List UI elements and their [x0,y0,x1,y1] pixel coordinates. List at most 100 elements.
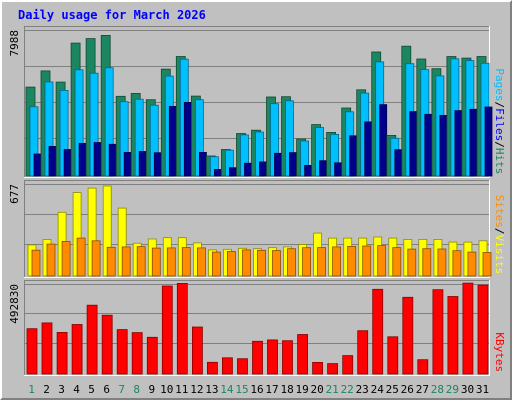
bar-pages-day-28 [439,115,448,177]
bar-sites-day-20 [317,247,327,277]
panel-hits-files-pages: 7988 Pages/Files/Hits [8,26,506,178]
bar-kbytes-day-7 [116,329,128,375]
bar-kbytes-day-29 [447,296,459,375]
legend-kbytes: KBytes [493,332,506,372]
max-value-label: 677 [8,184,21,204]
bar-sites-day-1 [31,249,41,277]
bar-pages-day-9 [153,152,162,177]
bar-pages-day-22 [349,135,358,177]
x-tick-label-day-2: 2 [43,383,50,396]
x-tick-label-day-28: 28 [431,383,444,396]
bar-pages-day-4 [78,142,87,177]
max-value-label: 7988 [8,30,21,57]
bar-kbytes-day-11 [176,282,188,375]
legend-hits: Hits [493,148,506,175]
bar-sites-day-9 [151,247,161,277]
bar-kbytes-day-17 [267,339,278,375]
bar-kbytes-day-21 [327,363,339,375]
x-tick-label-day-21: 21 [326,383,339,396]
bar-sites-day-28 [437,248,447,277]
x-tick-label-day-6: 6 [103,383,110,396]
bar-pages-day-1 [33,153,42,177]
bar-pages-day-14 [228,167,237,177]
bar-sites-day-25 [392,247,402,277]
x-tick-label-day-26: 26 [401,383,414,396]
bar-kbytes-day-6 [101,314,113,375]
x-tick-label-day-13: 13 [205,383,218,396]
x-tick-label-day-20: 20 [310,383,323,396]
max-value-label: 492830 [8,284,21,324]
bar-pages-day-6 [108,143,117,177]
bar-kbytes-day-5 [86,304,98,375]
bar-kbytes-day-9 [146,336,158,375]
bar-pages-day-5 [93,142,102,177]
bar-kbytes-day-20 [312,361,324,375]
x-tick-label-day-15: 15 [235,383,248,396]
bar-pages-day-7 [123,151,132,177]
bar-sites-day-31 [482,252,492,277]
x-tick-label-day-5: 5 [88,383,95,396]
bar-sites-day-26 [407,248,417,277]
bar-sites-day-3 [61,240,71,277]
panel-visits-sites: 677 Sites/Visits [8,180,506,278]
bar-sites-day-8 [136,246,146,277]
x-tick-label-day-4: 4 [73,383,80,396]
bar-kbytes-day-18 [282,340,293,375]
bar-pages-day-31 [484,106,493,177]
bar-sites-day-30 [467,251,477,277]
x-tick-label-day-14: 14 [220,383,234,396]
legend: KBytes [493,332,506,372]
bar-kbytes-day-28 [432,289,444,375]
bar-kbytes-day-14 [221,357,233,375]
legend-files: Files [493,108,506,141]
bar-pages-day-30 [469,108,478,177]
legend: Sites/Visits [493,195,506,274]
bar-sites-day-7 [121,246,131,277]
x-tick-label-day-27: 27 [416,383,429,396]
legend-sites: Sites [493,195,506,228]
bar-sites-day-27 [422,248,432,277]
bar-pages-day-25 [394,149,403,177]
legend-visits: Visits [493,235,506,275]
bar-sites-day-12 [196,247,206,277]
x-tick-label-day-7: 7 [118,383,125,396]
x-tick-label-day-3: 3 [58,383,65,396]
bar-pages-day-15 [244,162,252,177]
bar-sites-day-6 [106,246,116,277]
bar-pages-day-27 [424,113,433,177]
bar-pages-day-24 [379,104,388,177]
bar-sites-day-23 [362,245,372,277]
bar-sites-day-17 [272,250,281,277]
x-tick-label-day-8: 8 [133,383,140,396]
bar-kbytes-day-8 [131,332,143,375]
bar-kbytes-day-12 [191,326,203,375]
bar-sites-day-22 [347,245,357,277]
bar-sites-day-15 [242,249,251,277]
x-tick-label-day-11: 11 [175,383,188,396]
bar-pages-day-17 [274,152,282,177]
bar-pages-day-20 [319,160,328,177]
bar-kbytes-day-23 [357,330,369,375]
bar-sites-day-4 [76,237,86,277]
bar-kbytes-day-27 [417,359,429,375]
bar-pages-day-12 [198,151,207,177]
legend: Pages/Files/Hits [493,68,506,174]
x-tick-label-day-1: 1 [28,383,35,396]
bar-pages-day-13 [213,169,222,177]
bar-pages-day-16 [259,161,267,177]
x-tick-label-day-30: 30 [461,383,474,396]
bar-kbytes-day-15 [237,358,248,375]
bar-pages-day-23 [364,121,373,177]
x-tick-label-day-25: 25 [386,383,399,396]
x-tick-label-day-23: 23 [356,383,369,396]
bar-pages-day-18 [289,152,297,177]
bar-kbytes-day-31 [477,284,489,375]
legend-pages: Pages [493,68,506,101]
bar-sites-day-13 [211,251,221,277]
bar-sites-day-2 [46,243,56,277]
x-tick-label-day-12: 12 [190,383,203,396]
x-tick-label-day-10: 10 [160,383,173,396]
x-tick-label-day-19: 19 [295,383,308,396]
